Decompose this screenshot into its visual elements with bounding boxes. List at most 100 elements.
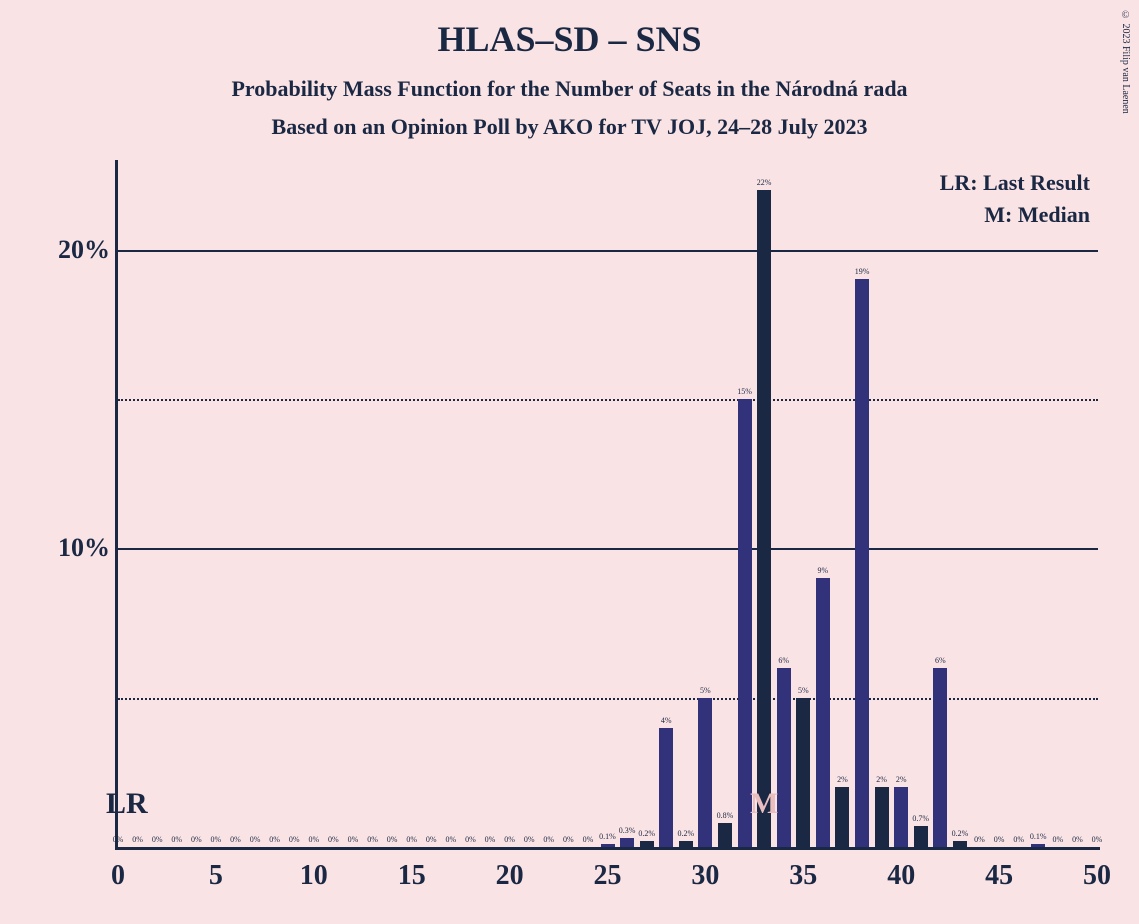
bar-value-label: 0.2% <box>677 829 694 838</box>
plot-area: LR: Last Result M: Median 10%20% 0510152… <box>115 160 1100 850</box>
bar-value-label: 0% <box>406 835 417 844</box>
bar-value-label: 0% <box>211 835 222 844</box>
bar <box>659 728 673 847</box>
x-tick-label: 0 <box>111 860 125 892</box>
copyright-text: © 2023 Filip van Laenen <box>1120 10 1131 114</box>
bar-value-label: 5% <box>798 686 809 695</box>
bar-value-label: 15% <box>737 387 752 396</box>
legend-m: M: Median <box>940 202 1090 228</box>
chart-subtitle-2: Based on an Opinion Poll by AKO for TV J… <box>0 114 1139 140</box>
bar-value-label: 2% <box>896 775 907 784</box>
bar <box>679 841 693 847</box>
bar-value-label: 0% <box>1072 835 1083 844</box>
bar <box>875 787 889 847</box>
bar-value-label: 0% <box>308 835 319 844</box>
x-tick-label: 40 <box>887 860 915 892</box>
bar-value-label: 19% <box>855 267 870 276</box>
bar-value-label: 0% <box>132 835 143 844</box>
bar-value-label: 0% <box>152 835 163 844</box>
bar-value-label: 0% <box>426 835 437 844</box>
x-tick-label: 5 <box>209 860 223 892</box>
gridline-major <box>118 548 1098 550</box>
x-tick-label: 15 <box>398 860 426 892</box>
bar <box>835 787 849 847</box>
bar <box>855 279 869 847</box>
bar-value-label: 0% <box>485 835 496 844</box>
bar <box>757 190 771 847</box>
bar-value-label: 0% <box>113 835 124 844</box>
gridline-minor <box>118 698 1098 700</box>
bar-value-label: 4% <box>661 716 672 725</box>
lr-marker: LR <box>106 787 148 821</box>
gridline-major <box>118 250 1098 252</box>
x-axis-line <box>115 847 1100 850</box>
bar-value-label: 0% <box>543 835 554 844</box>
bar <box>1031 844 1045 847</box>
bar <box>738 399 752 847</box>
x-tick-label: 25 <box>594 860 622 892</box>
bar-value-label: 0% <box>328 835 339 844</box>
x-tick-label: 50 <box>1083 860 1111 892</box>
bar-value-label: 0% <box>994 835 1005 844</box>
median-marker: M <box>750 787 778 821</box>
legend-lr: LR: Last Result <box>940 170 1090 196</box>
bar <box>601 844 615 847</box>
bar <box>816 578 830 847</box>
bar-value-label: 0.3% <box>619 826 636 835</box>
bar <box>718 823 732 847</box>
bar-value-label: 6% <box>935 656 946 665</box>
bar-value-label: 5% <box>700 686 711 695</box>
bar-value-label: 0% <box>230 835 241 844</box>
bar-value-label: 0.8% <box>717 811 734 820</box>
bar-value-label: 0% <box>504 835 515 844</box>
bar-value-label: 0.7% <box>912 814 929 823</box>
bar <box>698 698 712 847</box>
chart-subtitle-1: Probability Mass Function for the Number… <box>0 76 1139 102</box>
bar-value-label: 0.2% <box>638 829 655 838</box>
bar-value-label: 2% <box>876 775 887 784</box>
bar-value-label: 0% <box>250 835 261 844</box>
y-axis-line <box>115 160 118 850</box>
bar-value-label: 0.2% <box>952 829 969 838</box>
bar-value-label: 0% <box>446 835 457 844</box>
bar-value-label: 0.1% <box>599 832 616 841</box>
bar-value-label: 0% <box>583 835 594 844</box>
bar-value-label: 0% <box>191 835 202 844</box>
bar-value-label: 9% <box>818 566 829 575</box>
bar-value-label: 0% <box>1052 835 1063 844</box>
bar-value-label: 0% <box>289 835 300 844</box>
bar-value-label: 0% <box>387 835 398 844</box>
x-tick-label: 35 <box>789 860 817 892</box>
bar-value-label: 0% <box>348 835 359 844</box>
bar <box>620 838 634 847</box>
chart-title: HLAS–SD – SNS <box>0 0 1139 60</box>
bar-value-label: 0% <box>171 835 182 844</box>
bar <box>796 698 810 847</box>
bar-value-label: 6% <box>778 656 789 665</box>
bar-value-label: 0% <box>974 835 985 844</box>
bar <box>894 787 908 847</box>
x-tick-label: 10 <box>300 860 328 892</box>
gridline-minor <box>118 399 1098 401</box>
bar-value-label: 0% <box>367 835 378 844</box>
bar-value-label: 2% <box>837 775 848 784</box>
bar <box>914 826 928 847</box>
bar-value-label: 22% <box>757 178 772 187</box>
bar-value-label: 0% <box>465 835 476 844</box>
bar-value-label: 0% <box>1013 835 1024 844</box>
bar <box>640 841 654 847</box>
legend-box: LR: Last Result M: Median <box>940 170 1090 234</box>
bar-value-label: 0% <box>524 835 535 844</box>
bar-value-label: 0% <box>563 835 574 844</box>
y-tick-label: 10% <box>58 533 110 563</box>
x-tick-label: 45 <box>985 860 1013 892</box>
bar <box>777 668 791 847</box>
bar <box>953 841 967 847</box>
chart-container: HLAS–SD – SNS Probability Mass Function … <box>0 0 1139 924</box>
x-tick-label: 20 <box>496 860 524 892</box>
bar-value-label: 0% <box>269 835 280 844</box>
bar-value-label: 0% <box>1092 835 1103 844</box>
x-tick-label: 30 <box>691 860 719 892</box>
y-tick-label: 20% <box>58 235 110 265</box>
bar-value-label: 0.1% <box>1030 832 1047 841</box>
